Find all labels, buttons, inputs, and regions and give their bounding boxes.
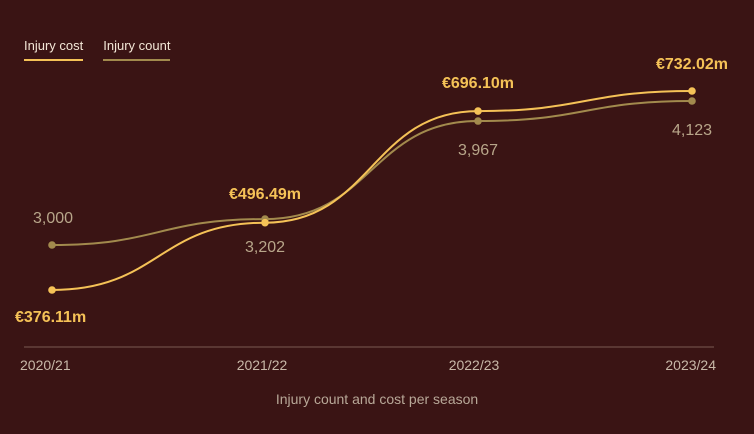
data-point-injury-cost xyxy=(48,286,56,294)
chart-caption: Injury count and cost per season xyxy=(275,391,479,407)
data-label-injury-cost: €732.02m xyxy=(656,56,728,73)
data-point-injury-count xyxy=(474,117,482,125)
x-tick-label: 2021/22 xyxy=(237,357,288,373)
data-label-injury-cost: €376.11m xyxy=(15,309,86,326)
data-label-injury-count: 3,202 xyxy=(245,239,285,256)
data-label-injury-count: 4,123 xyxy=(672,122,712,139)
data-point-injury-count xyxy=(688,97,696,105)
data-label-injury-count: 3,000 xyxy=(33,210,73,227)
series-line-injury-count xyxy=(51,100,693,246)
data-point-injury-cost xyxy=(688,87,696,95)
data-label-injury-count: 3,967 xyxy=(458,142,498,159)
x-tick-label: 2022/23 xyxy=(449,357,500,373)
legend-item-injury-cost[interactable]: Injury cost xyxy=(24,38,84,61)
chart-legend: Injury cost Injury count xyxy=(24,38,171,61)
x-tick-label: 2023/24 xyxy=(665,357,716,373)
data-label-injury-cost: €496.49m xyxy=(229,186,301,203)
legend-item-injury-count[interactable]: Injury count xyxy=(103,38,171,61)
data-point-injury-cost xyxy=(474,107,482,115)
x-tick-label: 2020/21 xyxy=(20,357,71,373)
data-point-injury-count xyxy=(48,241,56,249)
data-label-injury-cost: €696.10m xyxy=(442,75,514,92)
data-point-injury-cost xyxy=(261,218,269,227)
series-line-injury-cost xyxy=(51,90,693,291)
